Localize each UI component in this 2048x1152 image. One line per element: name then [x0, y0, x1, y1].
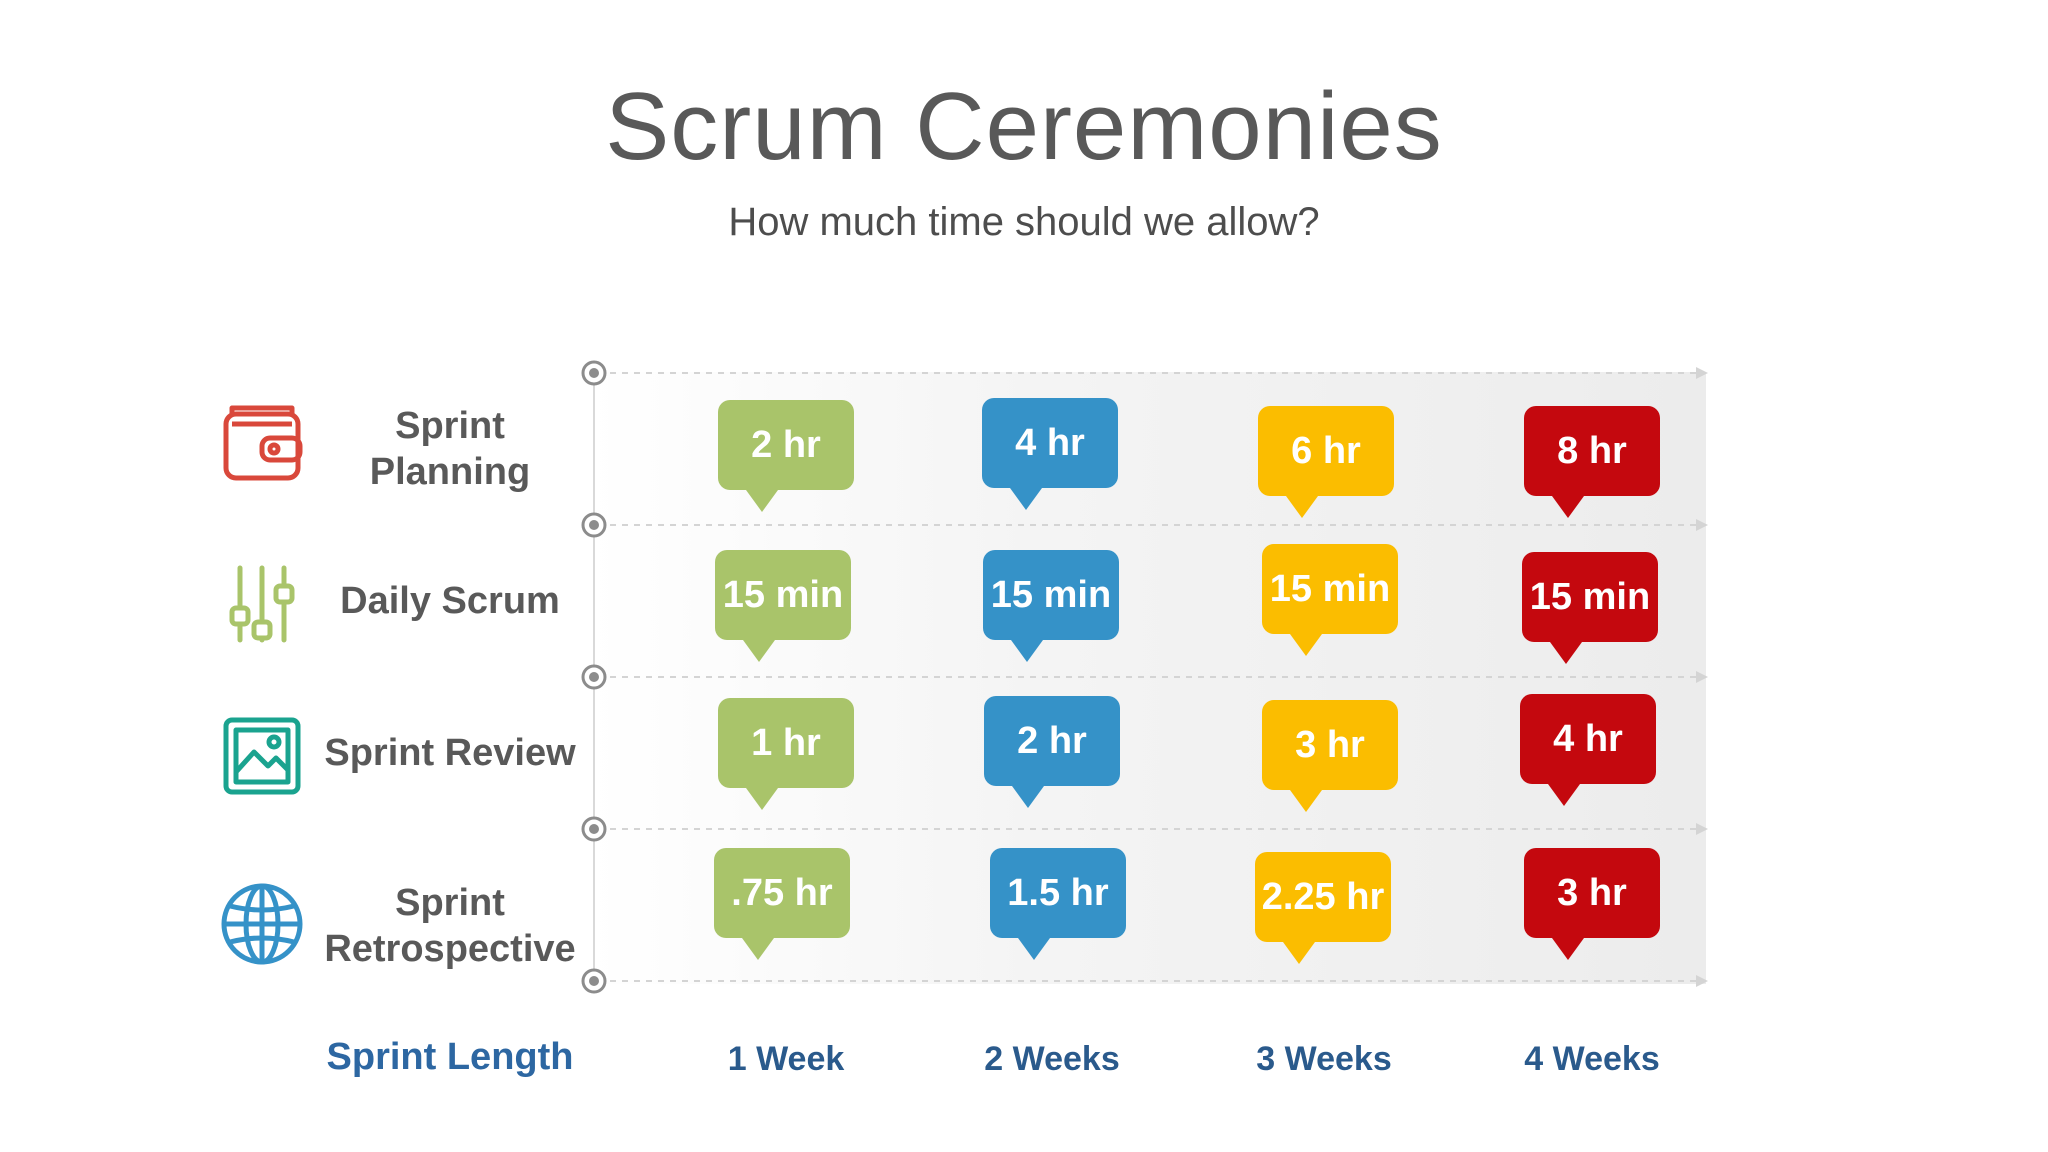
- column-label-2-weeks: 2 Weeks: [984, 1040, 1120, 1078]
- row-label-daily-scrum: Daily Scrum: [340, 580, 560, 622]
- image-icon: [223, 717, 301, 795]
- arrow-head-icon: [1696, 975, 1708, 987]
- time-bubble: 2 hr: [718, 400, 854, 512]
- sprint-length-label: Sprint Length: [326, 1036, 574, 1078]
- row-label-sprint-retrospective: Sprint Retrospective: [324, 882, 576, 970]
- page-subtitle: How much time should we allow?: [728, 200, 1320, 244]
- time-bubble: 15 min: [1262, 544, 1398, 656]
- arrow-head-icon: [1696, 671, 1708, 683]
- timeline-node-icon: [581, 968, 607, 994]
- arrow-head-icon: [1696, 367, 1708, 379]
- wallet-icon: [223, 405, 303, 481]
- time-bubble: .75 hr: [714, 848, 850, 960]
- timeline-node-icon: [581, 664, 607, 690]
- time-bubble: 1 hr: [718, 698, 854, 810]
- time-bubble: 4 hr: [1520, 694, 1656, 806]
- time-bubble: 4 hr: [982, 398, 1118, 510]
- globe-icon: [221, 883, 303, 965]
- column-label-1-week: 1 Week: [727, 1040, 845, 1078]
- sliders-icon: [229, 565, 295, 643]
- time-bubble: 2.25 hr: [1255, 852, 1391, 964]
- timeline-node-icon: [581, 360, 607, 386]
- page-title: Scrum Ceremonies: [605, 73, 1443, 180]
- arrow-head-icon: [1696, 519, 1708, 531]
- row-label-sprint-planning: Sprint Planning: [369, 405, 531, 493]
- time-bubble: 8 hr: [1524, 406, 1660, 518]
- time-bubble: 6 hr: [1258, 406, 1394, 518]
- time-bubble: 3 hr: [1524, 848, 1660, 960]
- time-bubble: 15 min: [1522, 552, 1658, 664]
- timeline-node-icon: [581, 816, 607, 842]
- time-bubble: 2 hr: [984, 696, 1120, 808]
- row-label-sprint-review: Sprint Review: [324, 732, 576, 774]
- column-label-3-weeks: 3 Weeks: [1256, 1040, 1392, 1078]
- time-bubble: 15 min: [983, 550, 1119, 662]
- column-label-4-weeks: 4 Weeks: [1524, 1040, 1660, 1078]
- time-bubble: 15 min: [715, 550, 851, 662]
- time-bubble: 1.5 hr: [990, 848, 1126, 960]
- time-bubble: 3 hr: [1262, 700, 1398, 812]
- arrow-head-icon: [1696, 823, 1708, 835]
- timeline-node-icon: [581, 512, 607, 538]
